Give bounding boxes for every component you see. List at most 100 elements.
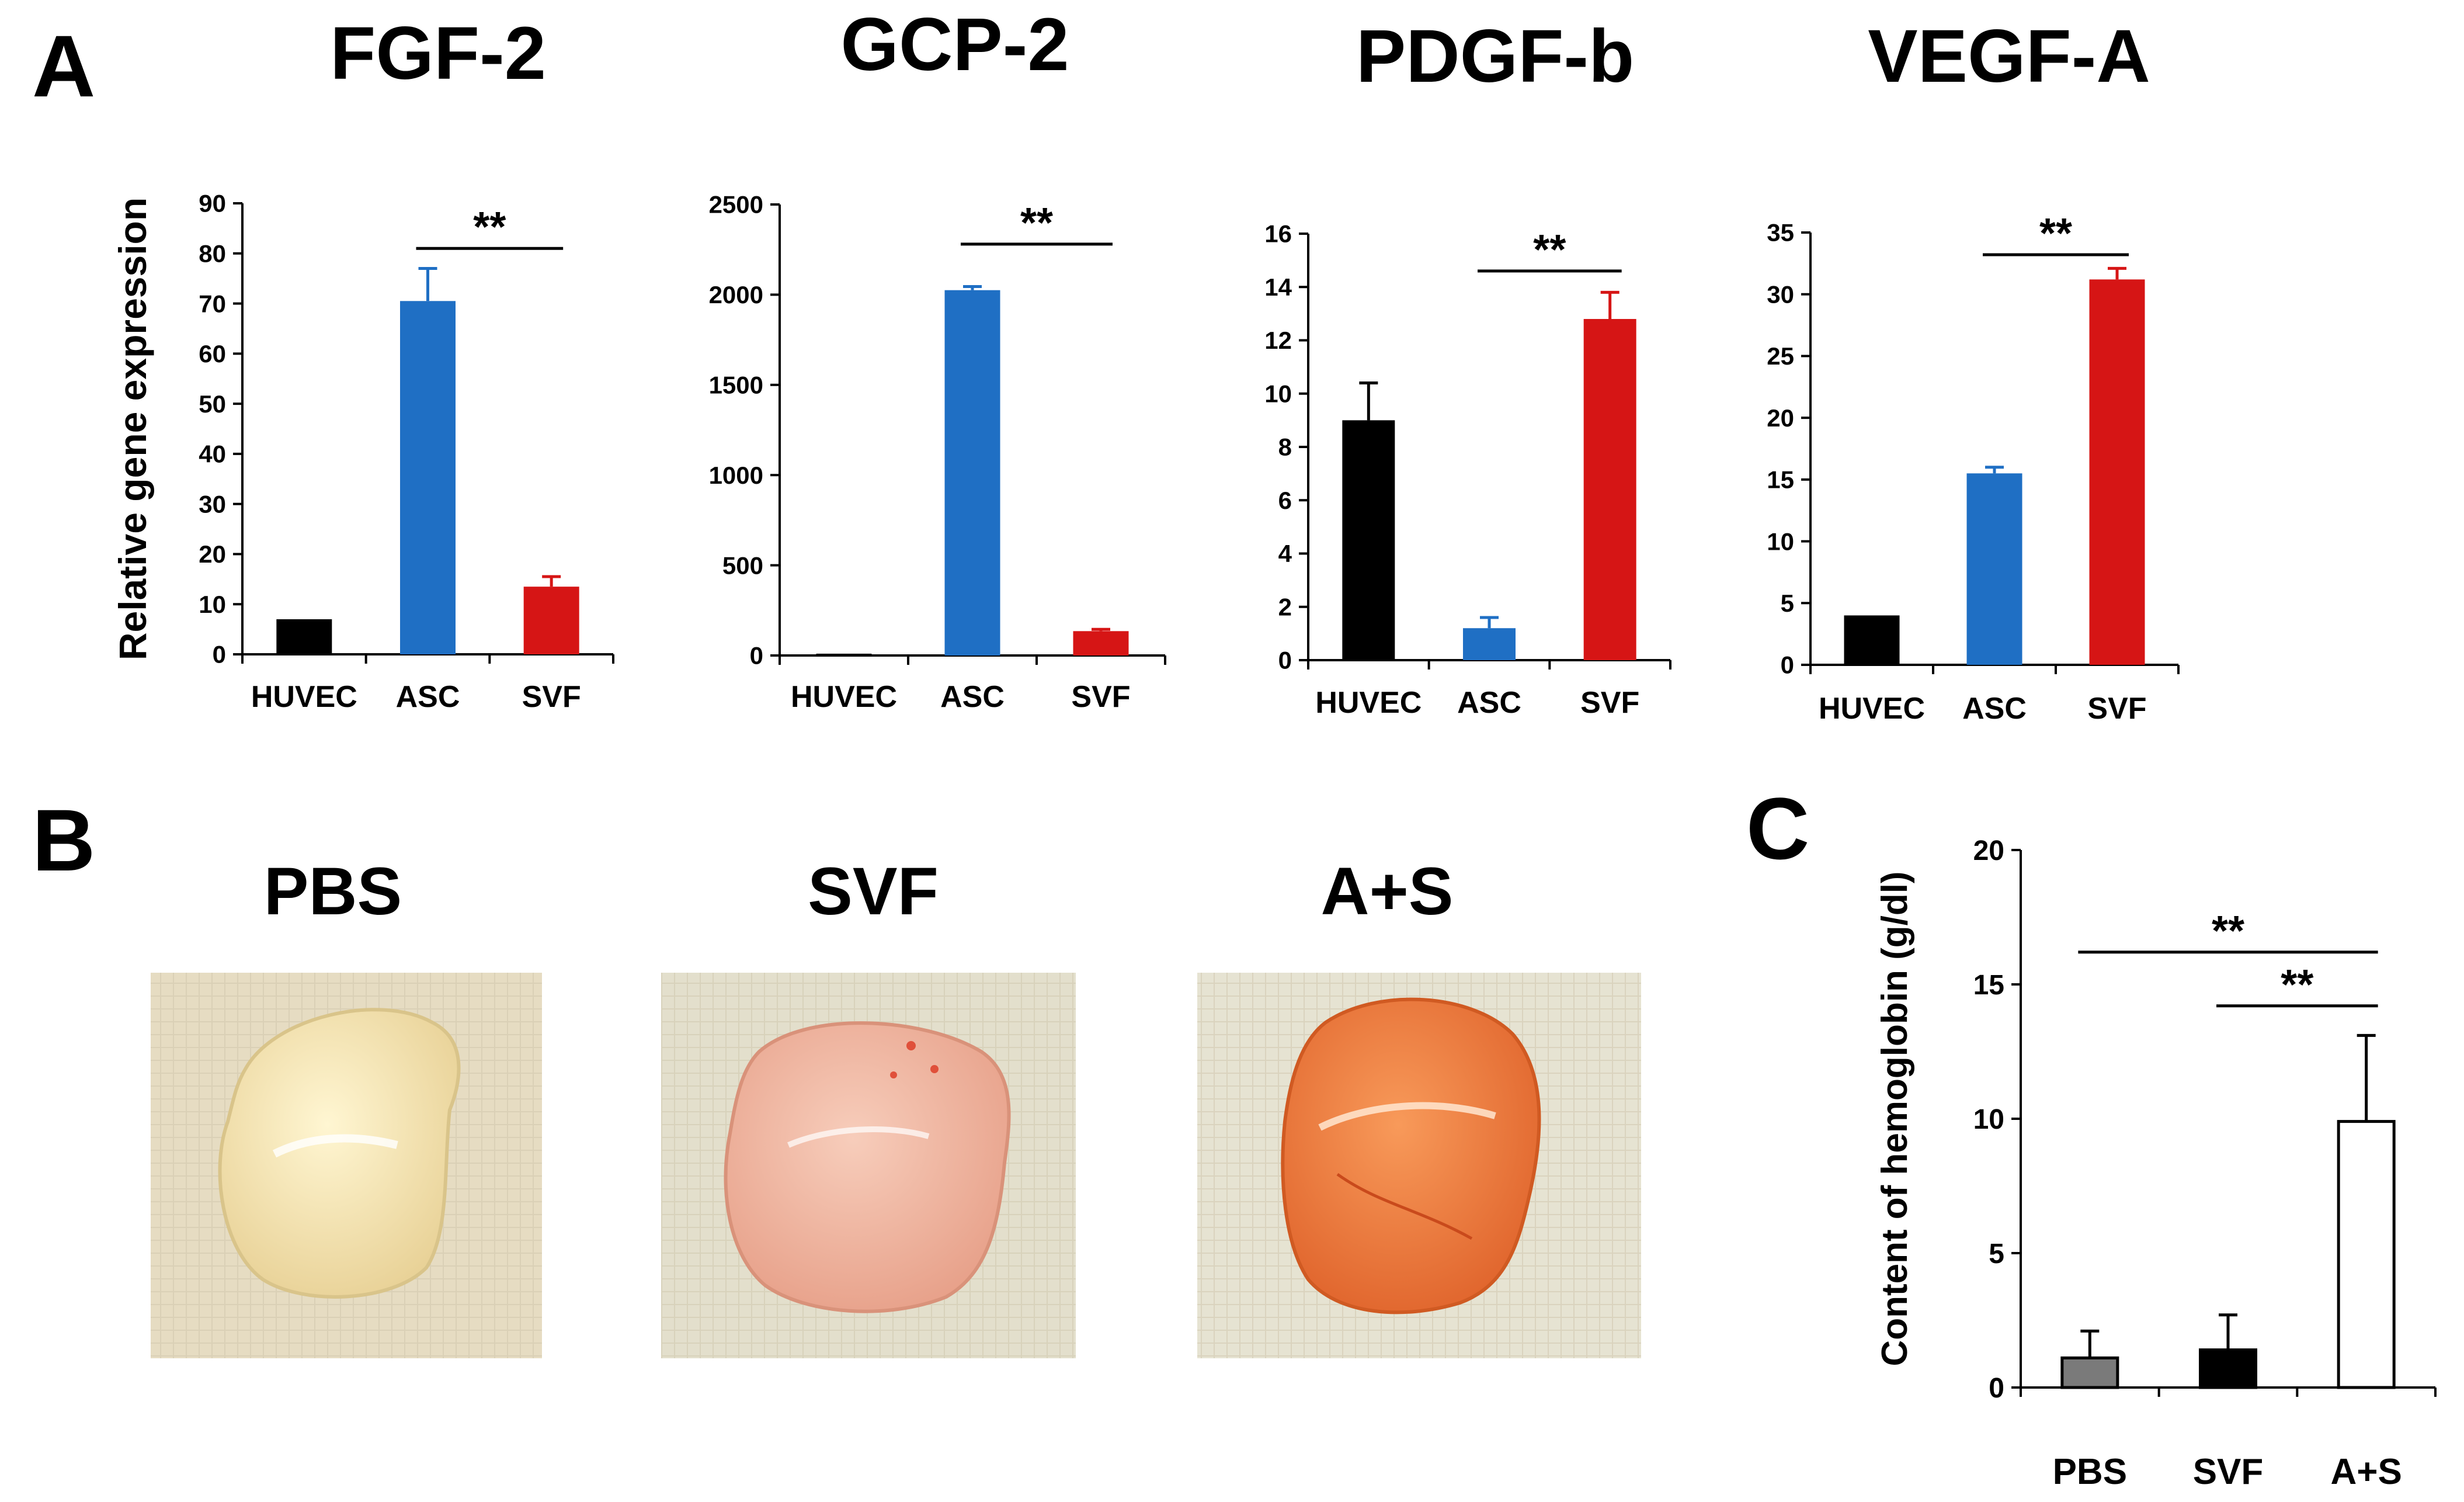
y-tick-label: 40 (199, 440, 226, 468)
x-category-label: ASC (1457, 686, 1521, 720)
bar-svf (2089, 279, 2145, 665)
gel-highlight (1318, 1102, 1496, 1131)
chart-title: PDGF-b (1356, 15, 1634, 98)
y-tick-label: 2500 (709, 191, 763, 218)
y-tick-label: 8 (1278, 433, 1292, 461)
y-tick-label: 0 (750, 642, 763, 670)
significance-marker: ** (2281, 962, 2313, 1008)
chart-fgf2: FGF-2 Relative gene expression 0 10 20 30 40 50… (111, 12, 614, 714)
chart-title: FGF-2 (330, 12, 546, 95)
gel-highlight (272, 1134, 398, 1158)
bar-svf (2199, 1348, 2257, 1389)
gel-vessel (1336, 1173, 1473, 1240)
x-category-label: A+S (2330, 1452, 2402, 1492)
chart-vegfa: VEGF-A 0 5 10 15 20 25 30 35 HUVEC ASC SVF ** (1767, 15, 2180, 726)
bar-svf (523, 587, 579, 654)
panel-label-a: A (32, 17, 95, 115)
x-category-label: ASC (1962, 692, 2027, 726)
bar-pbs (2060, 1356, 2119, 1389)
gel-as (1281, 997, 1541, 1314)
y-tick-label: 15 (1767, 466, 1794, 494)
chart-pdgfb: PDGF-b 0 2 4 6 8 10 12 14 16 HUVEC ASC SVF ** (1264, 15, 1671, 720)
photo-pbs: PBS (151, 854, 542, 1358)
photo-label-pbs: PBS (264, 854, 402, 929)
bar-huvec (816, 653, 872, 655)
y-tick-label: 5 (1781, 589, 1794, 617)
x-category-label: SVF (2193, 1452, 2264, 1492)
y-tick-label: 30 (199, 490, 226, 518)
gel-speck (906, 1041, 916, 1050)
y-tick-label: 80 (199, 240, 226, 267)
y-tick-label: 20 (1973, 835, 2004, 866)
significance-marker: ** (473, 204, 506, 251)
y-tick-label: 10 (199, 591, 226, 618)
y-tick-label: 500 (722, 551, 763, 579)
x-category-label: HUVEC (791, 680, 897, 714)
chart-gcp2: GCP-2 0 500 1000 1500 2000 2500 HUVEC ASC SVF ** (709, 3, 1166, 714)
gel-speck (890, 1071, 897, 1078)
gel-speck (930, 1065, 939, 1073)
y-tick-label: 50 (199, 390, 226, 418)
y-tick-label: 12 (1264, 327, 1292, 354)
y-tick-label: 10 (1767, 528, 1794, 555)
y-tick-label: 10 (1973, 1104, 2004, 1135)
photo-label-as: A+S (1321, 854, 1454, 929)
significance-marker: ** (2039, 210, 2072, 257)
bar-huvec (1342, 420, 1395, 660)
significance-marker: ** (1533, 227, 1566, 273)
y-tick-label: 15 (1973, 970, 2004, 1001)
bar-asc (1966, 473, 2022, 665)
photo-label-svf: SVF (808, 854, 939, 929)
y-axis-label: Content of hemoglobin (g/dl) (1875, 871, 1915, 1366)
y-tick-label: 0 (1781, 651, 1794, 679)
y-tick-label: 60 (199, 340, 226, 367)
bar-as (2337, 1120, 2396, 1389)
y-tick-label: 14 (1264, 273, 1292, 301)
x-category-label: SVF (1580, 686, 1639, 720)
panel-label-b: B (32, 791, 95, 889)
bar-asc (400, 301, 456, 654)
y-tick-label: 6 (1278, 487, 1292, 514)
bar-huvec (276, 619, 332, 654)
y-axis-label: Relative gene expression (111, 197, 154, 660)
chart-title: GCP-2 (840, 3, 1069, 86)
y-tick-label: 25 (1767, 342, 1794, 370)
y-tick-label: 4 (1278, 540, 1292, 567)
y-tick-label: 30 (1767, 280, 1794, 308)
bar-asc (1463, 628, 1516, 660)
y-tick-label: 2000 (709, 281, 763, 308)
y-tick-label: 0 (213, 641, 226, 668)
x-category-label: ASC (396, 680, 460, 714)
gel-highlight (787, 1126, 930, 1148)
y-tick-label: 90 (199, 190, 226, 217)
photo-as: A+S (1197, 854, 1641, 1358)
y-tick-label: 1000 (709, 462, 763, 489)
gel-pbs (218, 1008, 461, 1299)
chart-hemoglobin: Content of hemoglobin (g/dl) 0 5 10 15 20 PBS S… (1875, 835, 2437, 1492)
bar-svf (1583, 319, 1636, 660)
y-tick-label: 20 (1767, 404, 1794, 432)
x-category-label: ASC (940, 680, 1005, 714)
x-category-label: HUVEC (1819, 692, 1925, 726)
bar-asc (944, 290, 1000, 655)
significance-marker: ** (2212, 908, 2244, 955)
chart-title: VEGF-A (1868, 15, 2150, 98)
y-tick-label: 1500 (709, 372, 763, 399)
x-category-label: PBS (2053, 1452, 2127, 1492)
y-tick-label: 16 (1264, 220, 1292, 248)
x-category-label: SVF (2087, 692, 2146, 726)
significance-marker: ** (1020, 200, 1053, 247)
y-tick-label: 10 (1264, 380, 1292, 407)
y-tick-label: 2 (1278, 593, 1292, 620)
bar-svf (1073, 631, 1129, 655)
photo-svf: SVF (661, 854, 1076, 1358)
y-tick-label: 0 (1278, 647, 1292, 674)
y-tick-label: 20 (199, 540, 226, 568)
y-tick-label: 70 (199, 290, 226, 317)
panel-label-c: C (1746, 779, 1809, 877)
y-tick-label: 0 (1989, 1373, 2004, 1404)
y-tick-label: 5 (1989, 1239, 2004, 1269)
bar-huvec (1844, 615, 1900, 665)
x-category-label: HUVEC (1315, 686, 1422, 720)
